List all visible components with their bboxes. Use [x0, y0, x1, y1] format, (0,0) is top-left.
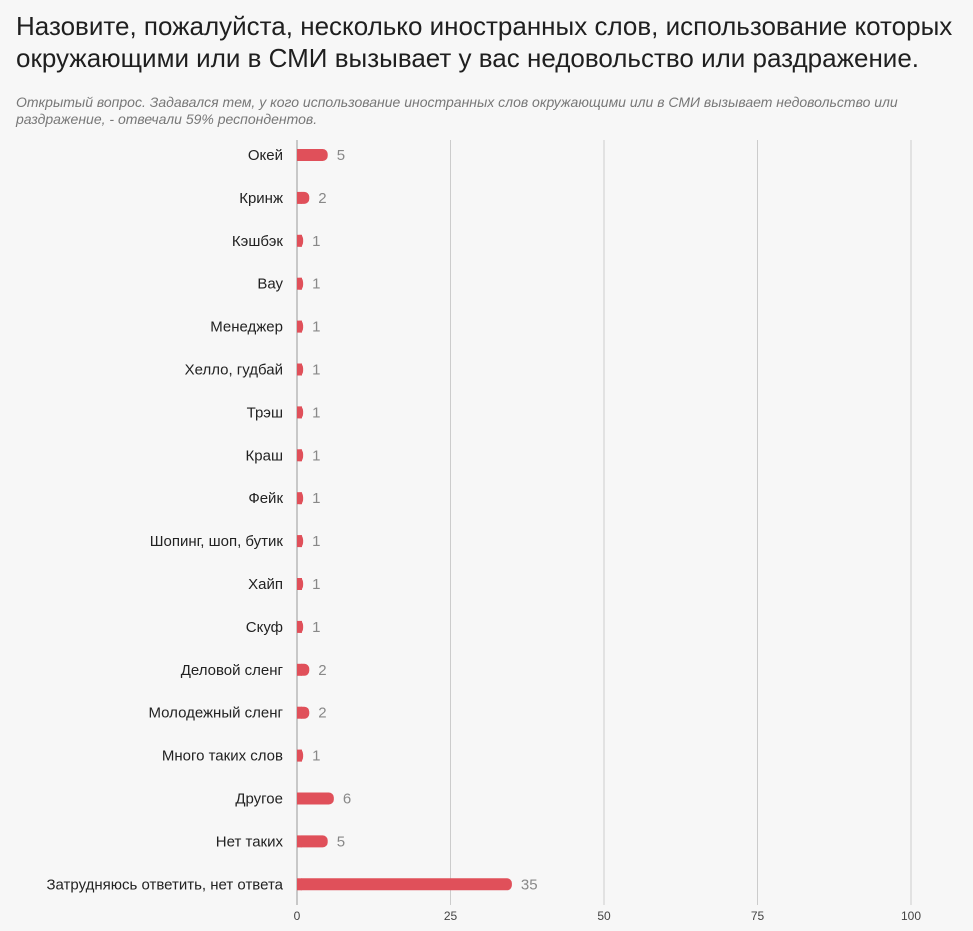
value-label: 5	[337, 147, 345, 164]
category-label: Шопинг, шоп, бутик	[150, 533, 284, 550]
bar-base	[297, 406, 302, 419]
bar-base	[297, 578, 302, 590]
x-tick-label: 100	[901, 909, 921, 923]
value-label: 1	[312, 404, 320, 421]
value-label: 1	[312, 233, 320, 250]
bar-base	[297, 449, 302, 462]
bar	[297, 149, 328, 161]
value-label: 1	[312, 362, 320, 379]
bar	[297, 792, 334, 805]
value-label: 1	[312, 276, 320, 293]
bar-base	[297, 149, 302, 161]
value-label: 1	[312, 533, 320, 550]
value-label: 2	[318, 662, 326, 679]
category-label: Фейк	[248, 490, 283, 507]
category-label: Нет таких	[216, 833, 284, 850]
bar-base	[297, 191, 302, 204]
category-label: Окей	[248, 147, 283, 164]
chart-title: Назовите, пожалуйста, несколько иностран…	[16, 11, 953, 73]
x-tick-label: 75	[751, 909, 765, 923]
bar-base	[297, 492, 302, 505]
bar-base	[297, 277, 302, 290]
bar-base	[297, 835, 302, 848]
value-label: 2	[318, 705, 326, 722]
grid-lines	[296, 140, 912, 905]
bar-base	[297, 234, 302, 247]
category-label: Молодежный сленг	[148, 705, 283, 722]
value-label: 1	[312, 447, 320, 464]
bar-base	[297, 363, 302, 376]
bar-base	[297, 320, 302, 333]
category-label: Скуф	[246, 619, 283, 636]
value-label: 1	[312, 748, 320, 765]
category-label: Другое	[235, 791, 283, 808]
x-tick-label: 0	[294, 909, 301, 923]
x-tick-label: 50	[597, 909, 611, 923]
bar	[297, 878, 512, 891]
bars	[297, 149, 512, 891]
bar	[297, 835, 328, 848]
value-label: 1	[312, 576, 320, 593]
category-label: Вау	[257, 276, 283, 293]
category-label: Кэшбэк	[232, 233, 284, 250]
category-label: Затрудняюсь ответить, нет ответа	[46, 876, 283, 893]
category-label: Деловой сленг	[181, 662, 284, 679]
value-label: 35	[521, 876, 538, 893]
x-tick-labels: 0 25 50 75 100	[294, 909, 922, 923]
bar-base	[297, 792, 302, 805]
value-label: 2	[318, 190, 326, 207]
bar-base	[297, 706, 302, 719]
value-labels: 5 2 1 1 1 1 1 1 1 1 1 1 2 2 1 6 5 35	[312, 147, 537, 893]
category-label: Трэш	[247, 404, 283, 421]
bar-base	[297, 878, 302, 891]
category-label: Кринж	[239, 190, 283, 207]
bar-base	[297, 663, 302, 676]
bar-base	[297, 620, 302, 633]
category-label: Хелло, гудбай	[185, 362, 283, 379]
category-labels: Окей Кринж Кэшбэк Вау Менеджер Хелло, гудбай Т…	[46, 147, 283, 893]
value-label: 1	[312, 319, 320, 336]
category-label: Много таких слов	[162, 748, 283, 765]
bar-base	[297, 749, 302, 762]
chart-subtitle: Открытый вопрос. Задавался тем, у кого и…	[16, 94, 898, 127]
value-label: 5	[337, 833, 345, 850]
category-label: Менеджер	[210, 319, 283, 336]
category-label: Краш	[246, 447, 283, 464]
x-tick-label: 25	[444, 909, 458, 923]
category-label: Хайп	[248, 576, 283, 593]
bar-base	[297, 535, 302, 548]
value-label: 1	[312, 490, 320, 507]
value-label: 6	[343, 791, 351, 808]
value-label: 1	[312, 619, 320, 636]
